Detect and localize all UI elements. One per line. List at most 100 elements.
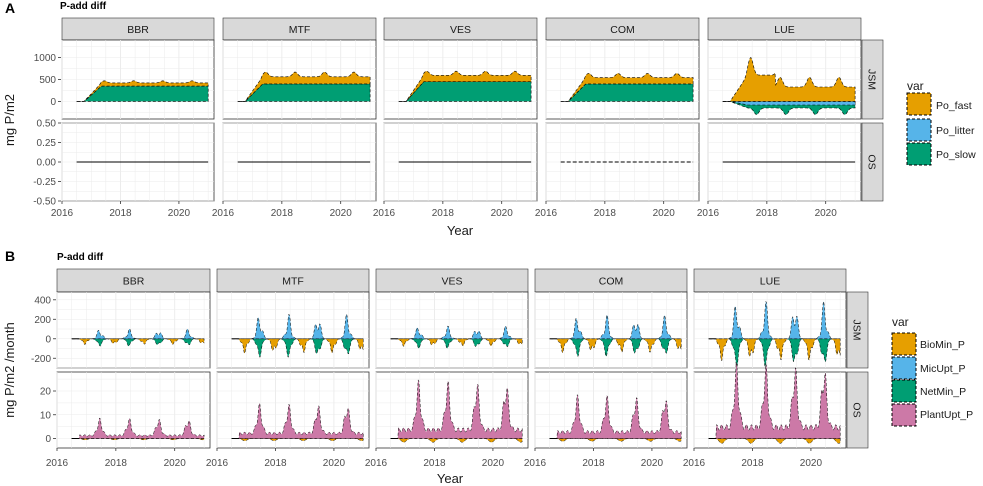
legend-a-title: var (907, 79, 924, 93)
x-tick-label: 2016 (206, 458, 229, 469)
area-bio-jsm-bbr (71, 338, 205, 345)
area-plant-os-mtf (231, 402, 364, 439)
y-tick-label-os: 0.50 (37, 119, 57, 130)
x-tick-label: 2020 (164, 458, 187, 469)
facet-panel (375, 291, 529, 369)
x-tick-label: 2016 (697, 208, 720, 219)
panel-a-xlabel: Year (447, 223, 474, 238)
facet-label-lue: LUE (774, 24, 794, 36)
facet-panel (216, 291, 370, 369)
y-tick-label-os: 0.25 (37, 138, 57, 149)
facet-label-com: COM (610, 24, 635, 36)
legend-label-po-slow: Po_slow (936, 149, 976, 161)
x-tick-label: 2018 (741, 458, 764, 469)
x-tick-label: 2016 (683, 458, 706, 469)
x-tick-label: 2018 (432, 208, 455, 219)
panel-a-ylabel: mg P/m2 (2, 94, 17, 146)
x-tick-label: 2018 (756, 208, 779, 219)
area-bio-jsm-lue (708, 338, 841, 362)
x-tick-label: 2020 (641, 458, 664, 469)
row-label-jsm: JSM (866, 69, 878, 90)
facet-label-bbr: BBR (127, 24, 149, 36)
y-tick-label-os: -0.50 (33, 197, 56, 208)
x-tick-label: 2020 (653, 208, 676, 219)
x-tick-label: 2018 (264, 458, 287, 469)
area-po-fast-com (560, 73, 694, 102)
x-tick-label: 2016 (535, 208, 558, 219)
panel-label-b: B (5, 248, 15, 264)
y-tick-label-jsm: 0 (50, 97, 56, 108)
area-net-jsm-ves (390, 338, 523, 349)
x-tick-label: 2018 (594, 208, 617, 219)
area-bio-os-lue (708, 438, 841, 444)
panel-label-a: A (5, 0, 15, 16)
x-tick-label: 2018 (271, 208, 294, 219)
area-mic-jsm-ves (390, 325, 523, 340)
area-mic-jsm-lue (708, 300, 841, 340)
y-tick-label-jsm: 0 (45, 334, 51, 345)
panel-b-title: P-add diff (57, 252, 104, 263)
panel-a-title: P-add diff (60, 1, 107, 12)
facet-label-mtf: MTF (289, 24, 311, 36)
facet-label-ves: VES (441, 276, 462, 288)
x-tick-label: 2016 (46, 458, 69, 469)
y-tick-label-jsm: 500 (39, 75, 56, 86)
y-tick-label-os: -0.25 (33, 177, 56, 188)
area-po-slow-ves (398, 81, 532, 102)
area-bio-os-bbr (71, 438, 205, 441)
area-po-litter-lue (722, 101, 856, 106)
x-tick-label: 2020 (815, 208, 838, 219)
x-tick-label: 2016 (212, 208, 235, 219)
y-tick-label-os: 20 (40, 387, 52, 398)
y-tick-label-jsm: 400 (34, 295, 51, 306)
area-po-fast-lue (722, 57, 856, 102)
row-strip-os (861, 122, 884, 202)
panel-b-ylabel: mg P/m2 /month (2, 322, 17, 417)
row-label-os: OS (851, 402, 863, 417)
legend-key-biomin (891, 332, 917, 356)
legend-label-plantupt: PlantUpt_P (920, 409, 973, 421)
x-tick-label: 2018 (109, 208, 132, 219)
legend-key-po-slow (906, 142, 932, 166)
row-strip-jsm (861, 39, 884, 120)
legend-label-po-litter: Po_litter (936, 125, 975, 137)
area-po-slow-bbr (76, 85, 209, 102)
x-tick-label: 2018 (105, 458, 128, 469)
x-tick-label: 2016 (51, 208, 74, 219)
area-bio-jsm-mtf (231, 338, 364, 354)
legend-label-netmin: NetMin_P (920, 386, 966, 398)
area-mic-jsm-com (549, 314, 682, 340)
x-tick-label: 2016 (524, 458, 547, 469)
row-label-jsm: JSM (851, 320, 863, 341)
area-po-fast-ves (398, 70, 532, 102)
area-plant-os-bbr (71, 417, 205, 439)
legend-label-biomin: BioMin_P (920, 339, 965, 351)
facet-label-mtf: MTF (282, 276, 304, 288)
legend-key-netmin (891, 379, 917, 403)
area-po-fast-bbr (76, 80, 209, 102)
y-tick-label-jsm: -200 (31, 354, 51, 365)
legend-label-po-fast: Po_fast (936, 100, 972, 112)
legend-key-micupt (891, 356, 917, 380)
x-tick-label: 2020 (330, 208, 353, 219)
x-tick-label: 2016 (365, 458, 388, 469)
y-tick-label-jsm: 200 (34, 315, 51, 326)
facet-label-bbr: BBR (123, 276, 145, 288)
area-mic-jsm-bbr (71, 328, 205, 340)
area-po-fast-mtf (237, 71, 371, 102)
legend-key-po-fast (906, 92, 932, 116)
legend-key-po-litter (906, 118, 932, 142)
x-tick-label: 2020 (491, 208, 514, 219)
x-tick-label: 2018 (423, 458, 446, 469)
facet-label-lue: LUE (760, 276, 780, 288)
row-label-os: OS (866, 154, 878, 169)
area-plant-os-ves (390, 379, 523, 439)
x-tick-label: 2020 (323, 458, 346, 469)
facet-label-com: COM (599, 276, 624, 288)
panel-b-xlabel: Year (437, 471, 464, 486)
facet-panel (693, 291, 847, 369)
area-plant-os-com (549, 393, 682, 439)
row-strip-jsm (846, 291, 869, 369)
y-tick-label-os: 0 (45, 434, 51, 445)
